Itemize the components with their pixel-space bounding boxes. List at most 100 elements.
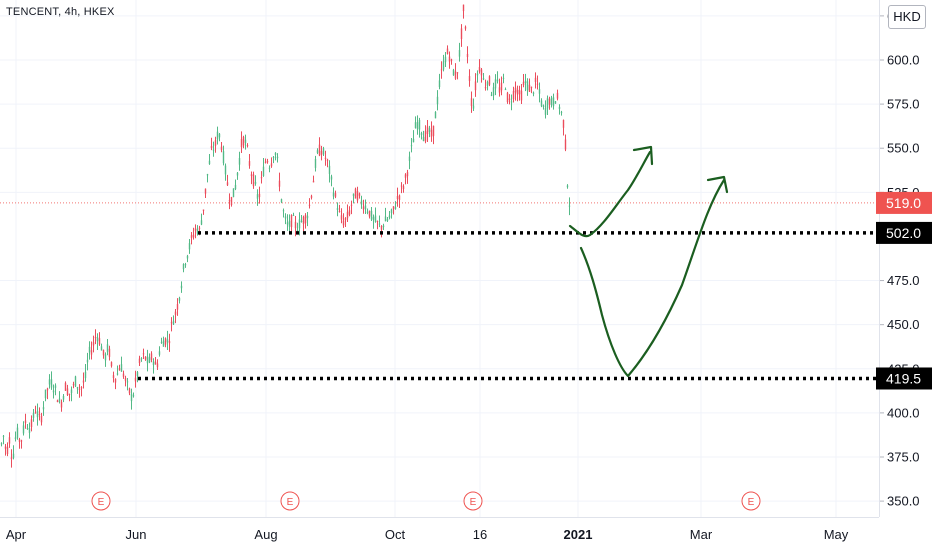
candle-body bbox=[476, 73, 479, 76]
candle-body bbox=[354, 188, 357, 199]
candle-body bbox=[542, 105, 545, 107]
earnings-letter: E bbox=[748, 497, 755, 508]
candle-body bbox=[448, 56, 451, 62]
candle-body bbox=[414, 122, 417, 128]
y-tick-label: 450.0 bbox=[887, 317, 920, 332]
candle-body bbox=[456, 72, 459, 74]
candle-body bbox=[498, 87, 501, 93]
candle-body bbox=[46, 388, 49, 391]
candle-body bbox=[390, 209, 393, 214]
candle-body bbox=[208, 160, 211, 165]
candle-body bbox=[132, 395, 135, 397]
x-tick-label: Apr bbox=[6, 527, 27, 542]
earnings-marker[interactable]: E bbox=[91, 491, 111, 511]
candle-body bbox=[22, 425, 25, 434]
candle-body bbox=[110, 362, 113, 367]
trend-drawings[interactable] bbox=[568, 145, 729, 378]
y-tick-label: 600.0 bbox=[887, 52, 920, 67]
candle-body bbox=[202, 209, 205, 211]
candle-body bbox=[312, 180, 315, 183]
candle-body bbox=[62, 395, 65, 400]
candle-body bbox=[54, 385, 57, 388]
time-axis[interactable]: Apr Jun Aug Oct 16 2021 Mar May bbox=[6, 527, 849, 542]
y-tick-label: 550.0 bbox=[887, 141, 920, 156]
candle-body bbox=[226, 182, 229, 186]
candle-body bbox=[322, 148, 325, 155]
candle-body bbox=[64, 382, 67, 391]
bearish-dip-arrow-path[interactable] bbox=[579, 178, 726, 378]
candle-body bbox=[84, 371, 87, 379]
recovery-arrow-head[interactable] bbox=[706, 175, 729, 194]
candle-body bbox=[272, 156, 275, 158]
candle-body bbox=[14, 437, 17, 440]
x-tick-label: Aug bbox=[254, 527, 277, 542]
candle-body bbox=[520, 90, 523, 101]
candle-body bbox=[150, 353, 153, 361]
earnings-marker[interactable]: E bbox=[741, 491, 761, 511]
candle-body bbox=[358, 193, 361, 196]
candle-body bbox=[56, 400, 59, 403]
candle-body bbox=[404, 174, 407, 178]
candle-body bbox=[566, 185, 569, 188]
candle-body bbox=[568, 205, 571, 207]
y-tick-label: 575.0 bbox=[887, 97, 920, 112]
candle-body bbox=[282, 210, 285, 212]
candle-body bbox=[474, 81, 477, 91]
candle-body bbox=[440, 69, 443, 71]
candle-body bbox=[96, 337, 99, 342]
earnings-marker[interactable]: E bbox=[463, 491, 483, 511]
candle-body bbox=[406, 172, 409, 177]
candle-body bbox=[458, 50, 461, 57]
candle-body bbox=[532, 92, 535, 94]
candle-body bbox=[558, 106, 561, 110]
candle-body bbox=[274, 152, 277, 156]
candle-body bbox=[240, 139, 243, 148]
candle-body bbox=[342, 220, 345, 226]
candle-body bbox=[562, 119, 565, 128]
candle-body bbox=[546, 98, 549, 109]
candles[interactable] bbox=[0, 4, 571, 468]
candle-body bbox=[232, 188, 235, 198]
candle-body bbox=[540, 100, 543, 107]
candle-body bbox=[416, 122, 419, 130]
candle-body bbox=[330, 176, 333, 180]
candle-body bbox=[328, 165, 331, 174]
candle-body bbox=[408, 156, 411, 161]
candle-body bbox=[276, 156, 279, 159]
candle-body bbox=[422, 136, 425, 142]
currency-button[interactable]: HKD bbox=[888, 5, 926, 29]
candle-body bbox=[78, 388, 81, 390]
candle-body bbox=[306, 215, 309, 219]
candle-body bbox=[128, 388, 131, 394]
candle-body bbox=[164, 338, 167, 345]
support-price-badge: 419.5 bbox=[876, 367, 932, 390]
support-lines[interactable] bbox=[138, 231, 880, 381]
candle-body bbox=[392, 206, 395, 210]
candle-body bbox=[172, 320, 175, 325]
candle-body bbox=[176, 304, 179, 310]
candle-body bbox=[298, 219, 301, 229]
candle-body bbox=[194, 228, 197, 231]
candle-body bbox=[490, 94, 493, 96]
candle-body bbox=[324, 157, 327, 159]
candle-body bbox=[376, 221, 379, 223]
candle-body bbox=[480, 69, 483, 76]
candle-body bbox=[522, 81, 525, 86]
candle-body bbox=[438, 80, 441, 87]
candle-body bbox=[258, 193, 261, 198]
earnings-marker[interactable]: E bbox=[280, 491, 300, 511]
candle-body bbox=[210, 145, 213, 149]
candle-body bbox=[368, 210, 371, 217]
candle-body bbox=[508, 98, 511, 100]
support-price-badge-label: 502.0 bbox=[886, 225, 921, 241]
bullish-arrow-head[interactable] bbox=[632, 145, 654, 166]
candle-body bbox=[94, 336, 97, 338]
earnings-letter: E bbox=[470, 497, 477, 508]
bullish-arrow-path[interactable] bbox=[568, 150, 652, 238]
x-tick-label: Mar bbox=[690, 527, 713, 542]
candle-body bbox=[26, 427, 29, 430]
candle-body bbox=[348, 210, 351, 215]
